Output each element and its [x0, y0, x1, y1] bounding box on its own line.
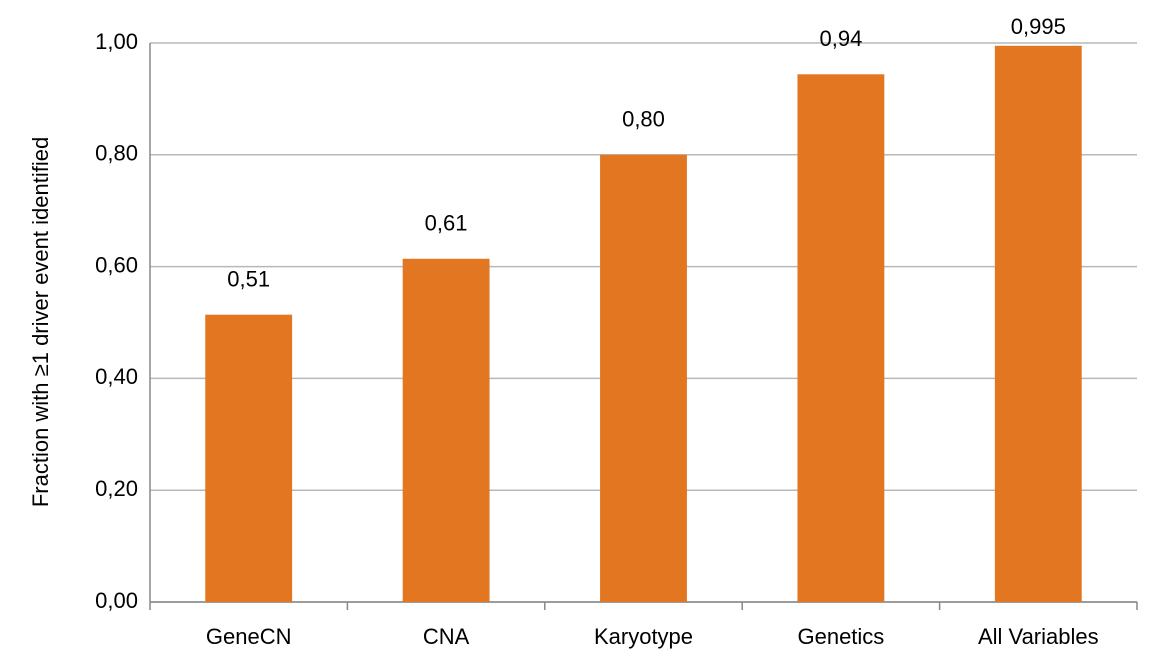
y-tick-label: 0,60 [95, 252, 138, 277]
x-tick-label: All Variables [978, 624, 1099, 649]
data-label: 0,80 [622, 107, 665, 132]
x-tick-label: CNA [423, 624, 470, 649]
bar [205, 314, 293, 602]
x-tick-label: Genetics [797, 624, 884, 649]
data-label: 0,61 [425, 211, 468, 236]
x-tick-label: Karyotype [594, 624, 693, 649]
bar [797, 74, 885, 602]
y-tick-label: 0,80 [95, 141, 138, 166]
bar [402, 258, 490, 602]
y-tick-label: 1,00 [95, 29, 138, 54]
y-tick-label: 0,20 [95, 476, 138, 501]
data-label: 0,51 [227, 266, 270, 291]
data-label: 0,94 [819, 26, 862, 51]
y-tick-label: 0,40 [95, 364, 138, 389]
x-tick-label: GeneCN [206, 624, 292, 649]
bar [600, 154, 687, 603]
y-axis-title: Fraction with ≥1 driver event identified [28, 137, 53, 507]
y-tick-label: 0,00 [95, 588, 138, 613]
bar [994, 45, 1082, 603]
data-label: 0,995 [1011, 14, 1066, 39]
